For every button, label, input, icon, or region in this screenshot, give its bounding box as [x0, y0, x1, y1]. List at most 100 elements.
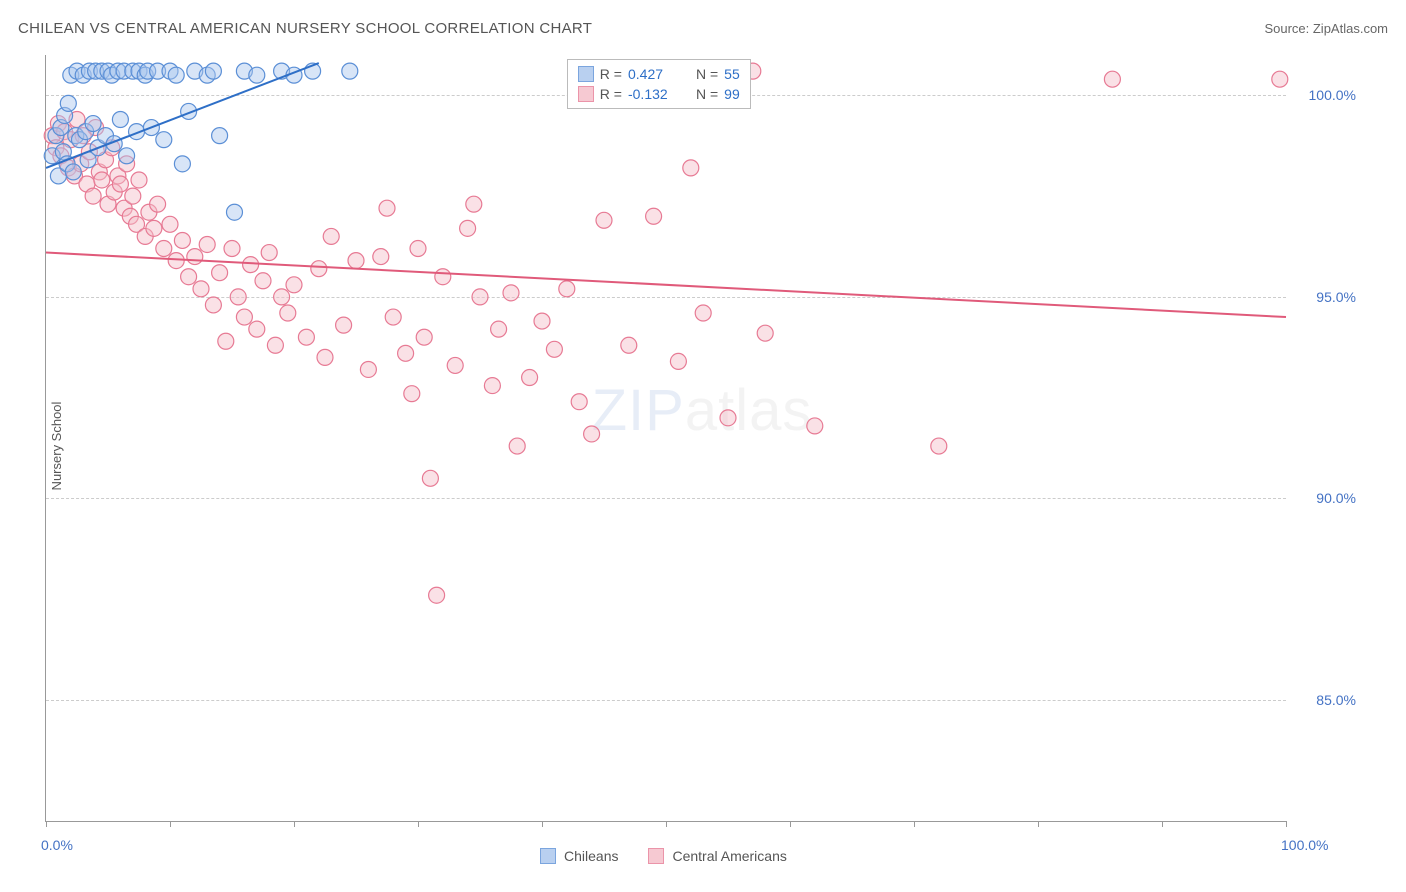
- data-point: [150, 196, 166, 212]
- data-point: [168, 67, 184, 83]
- legend-series-name: Chileans: [564, 848, 618, 864]
- legend-swatch: [540, 848, 556, 864]
- data-point: [466, 196, 482, 212]
- data-point: [298, 329, 314, 345]
- data-point: [621, 337, 637, 353]
- data-point: [546, 341, 562, 357]
- data-point: [720, 410, 736, 426]
- legend-row: R = -0.132 N = 99: [578, 84, 740, 104]
- data-point: [398, 345, 414, 361]
- data-point: [683, 160, 699, 176]
- data-point: [181, 269, 197, 285]
- legend-r-value: -0.132: [628, 86, 680, 102]
- data-point: [429, 587, 445, 603]
- data-point: [230, 289, 246, 305]
- data-point: [323, 228, 339, 244]
- data-point: [1104, 71, 1120, 87]
- data-point: [336, 317, 352, 333]
- data-point: [491, 321, 507, 337]
- data-point: [255, 273, 271, 289]
- data-point: [212, 128, 228, 144]
- data-point: [447, 357, 463, 373]
- data-point: [65, 164, 81, 180]
- series-legend: Chileans Central Americans: [540, 848, 787, 864]
- legend-item: Central Americans: [648, 848, 786, 864]
- x-tick: [46, 821, 47, 827]
- x-tick: [914, 821, 915, 827]
- data-point: [174, 156, 190, 172]
- data-point: [360, 361, 376, 377]
- data-point: [670, 353, 686, 369]
- data-point: [205, 297, 221, 313]
- trend-line: [46, 253, 1286, 318]
- data-point: [596, 212, 612, 228]
- chart-title: CHILEAN VS CENTRAL AMERICAN NURSERY SCHO…: [18, 20, 592, 37]
- data-point: [931, 438, 947, 454]
- data-point: [484, 378, 500, 394]
- legend-r-value: 0.427: [628, 66, 680, 82]
- x-tick: [790, 821, 791, 827]
- data-point: [460, 220, 476, 236]
- data-point: [193, 281, 209, 297]
- legend-r-label: R =: [600, 86, 622, 102]
- legend-n-value: 99: [724, 86, 740, 102]
- legend-series-name: Central Americans: [672, 848, 786, 864]
- data-point: [267, 337, 283, 353]
- data-point: [212, 265, 228, 281]
- data-point: [286, 277, 302, 293]
- data-point: [112, 112, 128, 128]
- legend-n-label: N =: [696, 86, 718, 102]
- data-point: [125, 188, 141, 204]
- x-tick: [294, 821, 295, 827]
- y-tick-label: 85.0%: [1316, 692, 1356, 708]
- data-point: [218, 333, 234, 349]
- data-point: [435, 269, 451, 285]
- data-point: [249, 67, 265, 83]
- data-point: [757, 325, 773, 341]
- data-point: [156, 132, 172, 148]
- x-tick-label: 0.0%: [41, 837, 73, 853]
- data-point: [274, 289, 290, 305]
- data-point: [503, 285, 519, 301]
- data-point: [249, 321, 265, 337]
- data-point: [60, 95, 76, 111]
- chart-plot-area: ZIPatlas R =0.427N =55R =-0.132N =99 85.…: [45, 55, 1286, 822]
- data-point: [119, 148, 135, 164]
- data-point: [509, 438, 525, 454]
- data-point: [112, 176, 128, 192]
- x-tick: [1162, 821, 1163, 827]
- legend-item: Chileans: [540, 848, 618, 864]
- chart-source: Source: ZipAtlas.com: [1264, 21, 1388, 36]
- data-point: [379, 200, 395, 216]
- data-point: [571, 394, 587, 410]
- legend-swatch: [578, 66, 594, 82]
- y-tick-label: 90.0%: [1316, 490, 1356, 506]
- data-point: [1272, 71, 1288, 87]
- data-point: [187, 249, 203, 265]
- x-tick: [666, 821, 667, 827]
- x-tick: [542, 821, 543, 827]
- data-point: [174, 232, 190, 248]
- data-point: [385, 309, 401, 325]
- data-point: [472, 289, 488, 305]
- data-point: [695, 305, 711, 321]
- data-point: [94, 172, 110, 188]
- x-tick: [1038, 821, 1039, 827]
- x-tick: [418, 821, 419, 827]
- data-point: [85, 188, 101, 204]
- data-point: [199, 236, 215, 252]
- data-point: [348, 253, 364, 269]
- data-point: [205, 63, 221, 79]
- data-point: [807, 418, 823, 434]
- data-point: [85, 116, 101, 132]
- data-point: [342, 63, 358, 79]
- data-point: [646, 208, 662, 224]
- legend-r-label: R =: [600, 66, 622, 82]
- data-point: [373, 249, 389, 265]
- y-tick-label: 100.0%: [1309, 87, 1356, 103]
- data-point: [156, 241, 172, 257]
- data-point: [534, 313, 550, 329]
- x-tick: [170, 821, 171, 827]
- data-point: [559, 281, 575, 297]
- data-point: [131, 172, 147, 188]
